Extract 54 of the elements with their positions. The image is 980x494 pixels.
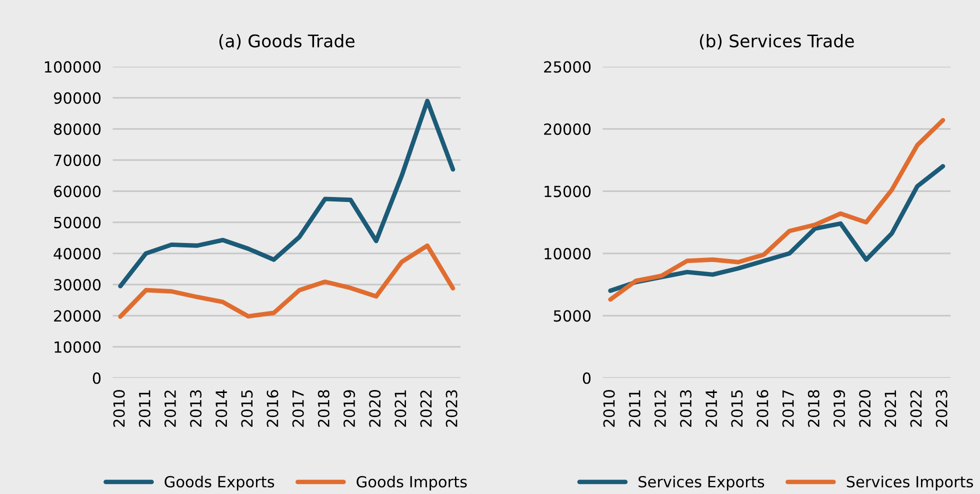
x-tick-label: 2022 <box>910 390 922 427</box>
x-tick-label: 2017 <box>292 390 304 427</box>
y-tick-label: 0 <box>582 372 591 384</box>
legend-label: Goods Exports <box>164 476 274 490</box>
x-tick-label: 2019 <box>343 390 356 427</box>
x-tick-label: 2016 <box>756 390 768 427</box>
chart-title: (b) Services Trade <box>700 34 854 50</box>
x-tick-label: 2015 <box>241 390 253 427</box>
y-tick-label: 80000 <box>54 123 101 135</box>
x-tick-label: 2019 <box>833 390 846 427</box>
legend-label: Goods Imports <box>356 476 467 490</box>
x-tick-label: 2018 <box>318 390 330 427</box>
y-tick-label: 90000 <box>54 92 101 104</box>
legend-label: Services Exports <box>638 476 764 490</box>
y-tick-label: 20000 <box>544 123 591 135</box>
x-tick-label: 2010 <box>603 390 615 427</box>
y-tick-label: 20000 <box>54 310 101 322</box>
y-tick-label: 30000 <box>54 279 101 291</box>
x-tick-label: 2021 <box>884 390 896 427</box>
x-tick-label: 2020 <box>369 390 381 427</box>
x-tick-label: 2020 <box>859 390 871 427</box>
x-tick-label: 2015 <box>731 390 743 427</box>
x-tick-label: 2021 <box>394 390 406 427</box>
x-tick-label: 2018 <box>808 390 820 427</box>
x-tick-label: 2014 <box>216 390 228 427</box>
x-tick-label: 2010 <box>113 390 125 427</box>
x-tick-label: 2023 <box>446 390 458 427</box>
y-tick-label: 0 <box>92 372 101 384</box>
y-tick-label: 40000 <box>54 248 101 260</box>
y-tick-label: 60000 <box>54 186 101 198</box>
y-tick-label: 15000 <box>544 186 591 198</box>
x-tick-label: 2011 <box>138 390 150 427</box>
x-tick-label: 2012 <box>164 390 176 427</box>
x-tick-label: 2016 <box>266 390 278 427</box>
y-tick-label: 25000 <box>544 61 591 73</box>
x-tick-label: 2014 <box>706 390 718 427</box>
chart-title: (a) Goods Trade <box>219 34 354 50</box>
x-tick-label: 2011 <box>628 390 640 427</box>
y-tick-label: 10000 <box>544 248 591 260</box>
x-tick-label: 2012 <box>654 390 666 427</box>
y-tick-label: 50000 <box>54 216 101 228</box>
x-tick-label: 2013 <box>680 390 692 427</box>
x-tick-label: 2023 <box>936 390 948 427</box>
line-series <box>118 98 456 288</box>
y-tick-label: 100000 <box>44 61 101 73</box>
line-series <box>118 243 456 319</box>
line-series <box>608 118 946 302</box>
legend-label: Services Imports <box>846 476 974 490</box>
x-tick-label: 2013 <box>190 390 202 427</box>
y-tick-label: 10000 <box>54 341 101 353</box>
x-tick-label: 2017 <box>782 390 794 427</box>
y-tick-label: 70000 <box>54 154 101 166</box>
y-tick-label: 5000 <box>554 310 591 322</box>
x-tick-label: 2022 <box>420 390 432 427</box>
